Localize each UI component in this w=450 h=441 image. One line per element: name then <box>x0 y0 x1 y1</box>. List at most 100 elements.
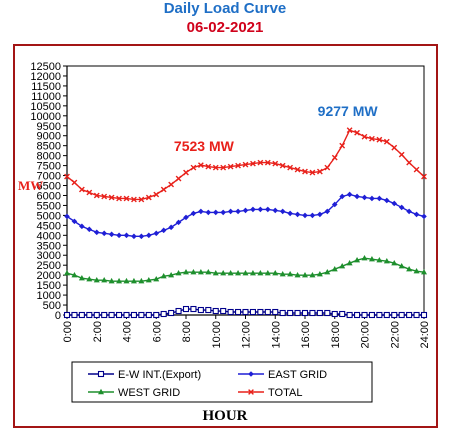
data-point-total <box>331 154 338 161</box>
data-point-e-w-int-export <box>309 309 316 317</box>
data-point-west-grid <box>249 269 256 276</box>
data-point-total <box>383 138 390 145</box>
data-point-total <box>235 162 241 169</box>
data-point-east-grid <box>153 230 160 237</box>
data-point-total <box>272 160 279 167</box>
data-point-e-w-int-export <box>227 308 234 316</box>
series-markers-total <box>64 127 427 203</box>
data-point-total <box>324 164 331 171</box>
data-point-east-grid <box>242 207 249 214</box>
series-markers-east-grid <box>64 191 427 240</box>
data-point-west-grid <box>138 277 145 284</box>
data-point-total <box>413 166 420 173</box>
data-point-east-grid <box>272 207 279 214</box>
x-tick-label: 10:00 <box>211 321 223 349</box>
data-point-west-grid <box>331 265 338 272</box>
y-tick-label: 1000 <box>37 290 61 302</box>
data-point-west-grid <box>160 272 167 279</box>
data-point-total <box>339 142 346 149</box>
y-tick-label: 9000 <box>37 131 61 143</box>
data-point-total <box>78 186 85 193</box>
y-tick-label: 0 <box>55 310 61 322</box>
data-point-east-grid <box>123 232 130 239</box>
data-point-east-grid <box>413 211 420 218</box>
y-tick-label: 12000 <box>30 71 61 83</box>
data-point-total <box>250 160 256 167</box>
y-tick-label: 4000 <box>37 230 61 242</box>
chart-date: 06-02-2021 <box>186 19 264 36</box>
data-point-total <box>309 169 316 176</box>
data-point-total <box>257 159 264 166</box>
data-point-total <box>190 164 197 171</box>
data-point-total <box>101 193 108 200</box>
data-point-total <box>361 133 368 140</box>
data-point-e-w-int-export <box>190 305 197 313</box>
legend-marker-total <box>248 389 254 395</box>
data-point-west-grid <box>413 267 420 274</box>
data-point-east-grid <box>376 195 383 202</box>
data-point-e-w-int-export <box>331 310 338 318</box>
data-point-total <box>346 127 353 134</box>
data-point-east-grid <box>101 230 107 237</box>
data-point-e-w-int-export <box>123 311 130 319</box>
data-point-west-grid <box>153 275 160 282</box>
data-point-e-w-int-export <box>354 311 361 319</box>
data-point-east-grid <box>227 208 234 215</box>
data-point-e-w-int-export <box>197 306 204 314</box>
data-point-east-grid <box>331 201 338 208</box>
chart-title: Daily Load Curve <box>163 0 287 17</box>
data-point-e-w-int-export <box>212 307 219 315</box>
data-point-e-w-int-export <box>383 311 390 319</box>
data-point-e-w-int-export <box>272 308 279 316</box>
data-point-total <box>212 164 219 171</box>
x-tick-label: 6:00 <box>151 321 163 342</box>
y-axis-title: MW <box>18 178 43 193</box>
y-tick-label: 2000 <box>37 270 61 282</box>
x-tick-label: 14:00 <box>270 321 282 349</box>
data-point-east-grid <box>294 211 301 218</box>
data-point-e-w-int-export <box>346 311 353 319</box>
legend-label-west: WEST GRID <box>118 387 180 399</box>
data-point-total <box>116 195 122 202</box>
x-tick-label: 18:00 <box>330 321 342 349</box>
data-point-total <box>391 144 398 151</box>
data-point-total <box>205 163 212 170</box>
data-point-total <box>86 189 93 196</box>
peak-annotation: 7523 MW <box>174 138 235 154</box>
data-point-total <box>294 166 301 173</box>
data-point-west-grid <box>257 269 264 276</box>
data-point-e-w-int-export <box>182 305 190 313</box>
x-tick-label: 20:00 <box>360 321 372 349</box>
data-point-east-grid <box>205 209 212 216</box>
data-point-total <box>175 175 182 182</box>
data-point-east-grid <box>220 209 226 216</box>
data-point-east-grid <box>346 191 353 198</box>
data-point-e-w-int-export <box>413 311 420 319</box>
data-point-west-grid <box>205 268 212 275</box>
data-point-total <box>398 151 405 158</box>
data-point-west-grid <box>101 276 108 283</box>
data-point-total <box>220 164 227 171</box>
data-point-total <box>145 194 152 201</box>
data-point-west-grid <box>406 265 413 272</box>
data-point-west-grid <box>302 271 308 278</box>
data-point-west-grid <box>324 268 331 275</box>
legend-label-ew: E-W INT.(Export) <box>118 369 201 381</box>
legend-marker-west-grid <box>98 388 104 395</box>
y-tick-label: 3500 <box>37 240 61 252</box>
y-tick-label: 7500 <box>37 161 61 173</box>
data-point-east-grid <box>168 224 174 231</box>
y-tick-label: 7000 <box>37 171 61 183</box>
data-point-east-grid <box>302 212 308 219</box>
data-point-e-w-int-export <box>153 311 160 319</box>
x-tick-label: 16:00 <box>300 321 312 349</box>
chart-frame <box>13 44 438 428</box>
data-point-west-grid <box>86 275 93 282</box>
data-point-west-grid <box>93 276 100 283</box>
data-point-total <box>183 169 189 176</box>
data-point-east-grid <box>369 195 375 202</box>
data-point-e-w-int-export <box>316 309 323 317</box>
data-point-west-grid <box>78 274 85 281</box>
data-point-total <box>421 173 427 180</box>
